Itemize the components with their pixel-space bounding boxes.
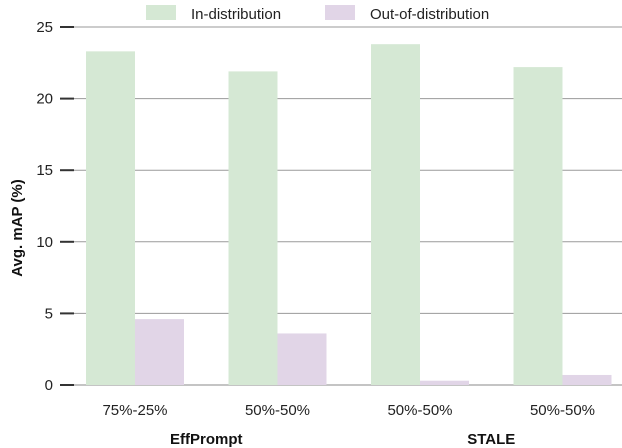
x-axis-categories: 75%-25% 50%-50% 50%-50% 50%-50% xyxy=(102,402,595,419)
x-category-label: 75%-25% xyxy=(102,402,167,419)
y-tick-label: 20 xyxy=(36,91,53,108)
y-tick-label: 10 xyxy=(36,234,53,251)
bar-out-of-distribution xyxy=(420,380,469,385)
y-axis-ticks: 0 5 10 15 20 25 xyxy=(36,19,74,394)
x-axis-groups: EffPrompt STALE xyxy=(170,431,515,448)
x-category-label: 50%-50% xyxy=(245,402,310,419)
bar-out-of-distribution xyxy=(277,333,327,385)
legend-swatch-in-distribution xyxy=(146,5,176,20)
y-tick-label: 15 xyxy=(36,162,53,179)
y-tick-label: 5 xyxy=(45,305,53,322)
y-tick-label: 0 xyxy=(45,377,53,394)
x-group-label: EffPrompt xyxy=(170,431,243,448)
x-category-label: 50%-50% xyxy=(530,402,595,419)
legend: In-distribution Out-of-distribution xyxy=(146,5,489,23)
bar-out-of-distribution xyxy=(562,374,612,385)
bar-in-distribution xyxy=(371,44,420,386)
x-group-label: STALE xyxy=(467,431,515,448)
legend-label-out-of-distribution: Out-of-distribution xyxy=(370,6,489,23)
legend-swatch-out-of-distribution xyxy=(325,5,355,20)
bar-in-distribution xyxy=(513,67,563,385)
y-axis-title: Avg. mAP (%) xyxy=(9,179,26,277)
bar-in-distribution xyxy=(228,71,278,385)
bar-in-distribution xyxy=(86,51,135,386)
bar-out-of-distribution xyxy=(135,319,184,385)
legend-label-in-distribution: In-distribution xyxy=(191,6,281,23)
x-category-label: 50%-50% xyxy=(387,402,452,419)
y-tick-label: 25 xyxy=(36,19,53,36)
bars xyxy=(86,44,612,386)
